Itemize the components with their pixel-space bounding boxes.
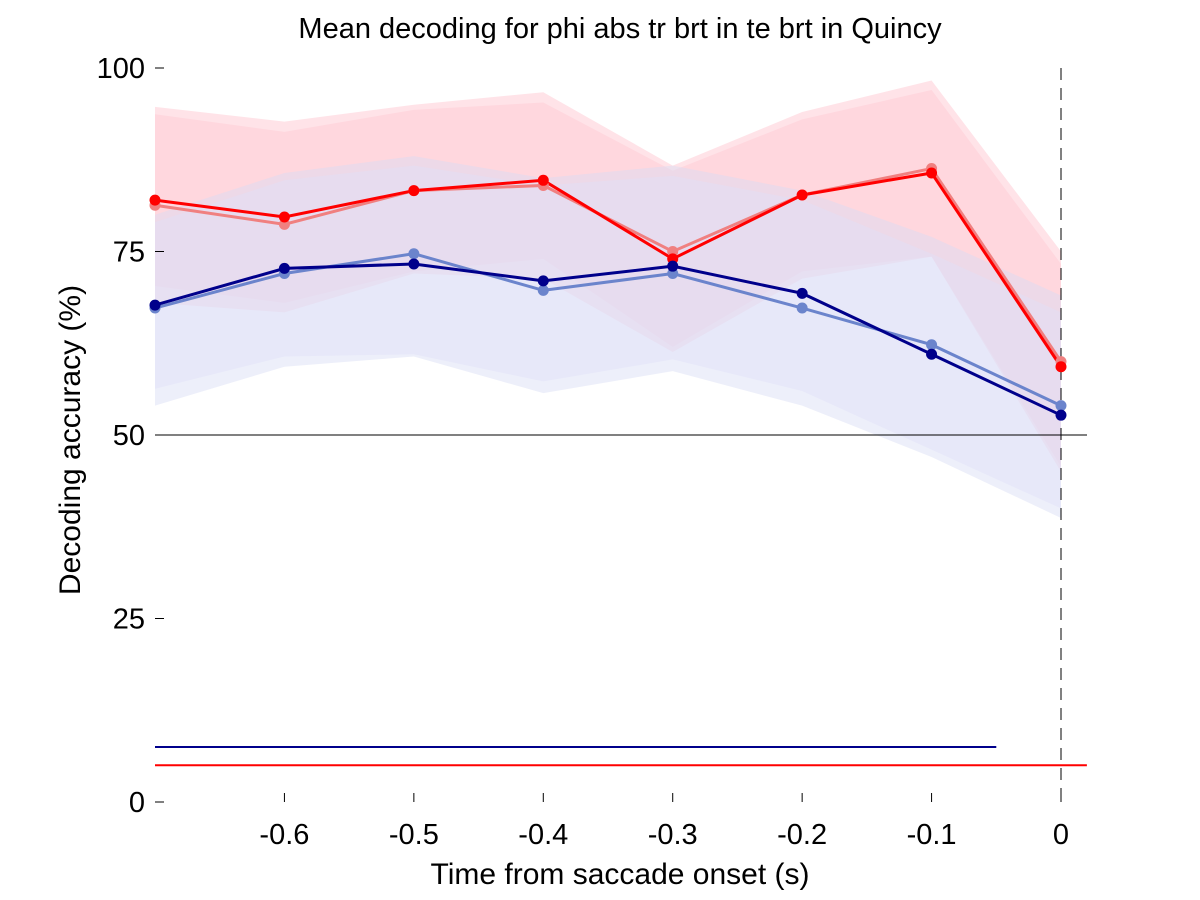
series-line-1: [154, 171, 1063, 368]
x-tick-label-4: -0.2: [777, 819, 827, 851]
data-point-3-7: [1055, 409, 1067, 421]
confidence-bands: [155, 80, 1061, 518]
y-tick-label-3: 75: [113, 237, 145, 269]
data-point-1-1: [278, 211, 290, 223]
data-point-3-6: [926, 348, 938, 360]
data-point-2-3: [537, 284, 549, 296]
data-point-2-5: [796, 302, 808, 314]
data-point-1-2: [408, 185, 420, 197]
confidence-band-2: [155, 156, 1061, 518]
data-point-1-6: [926, 167, 938, 179]
chart-title: Mean decoding for phi abs tr brt in te b…: [298, 13, 942, 45]
data-point-3-0: [149, 299, 161, 311]
y-tick-label-0: 0: [129, 787, 145, 819]
confidence-band-0: [155, 80, 1061, 472]
data-point-1-3: [537, 174, 549, 186]
series-line-3: [154, 262, 1062, 417]
data-point-3-4: [667, 260, 679, 272]
y-tick-label-4: 100: [97, 53, 145, 85]
x-tick-label-1: -0.5: [389, 819, 439, 851]
y-tick-label-1: 25: [113, 604, 145, 636]
x-tick-label-6: 0: [1053, 819, 1069, 851]
data-point-3-3: [537, 275, 549, 287]
data-point-1-0: [149, 194, 161, 206]
data-point-1-7: [1055, 361, 1067, 373]
data-point-2-6: [926, 339, 938, 351]
confidence-band-3: [155, 165, 1061, 509]
significance-bars: [155, 745, 1087, 767]
x-tick-label-5: -0.1: [907, 819, 957, 851]
x-axis-label: Time from saccade onset (s): [431, 858, 810, 891]
data-point-1-5: [796, 189, 808, 201]
x-tick-label-3: -0.3: [648, 819, 698, 851]
data-point-3-2: [408, 258, 420, 270]
confidence-band-1: [155, 90, 1061, 467]
x-axis: -0.6 -0.5 -0.4 -0.3 -0.2 -0.1 0: [259, 793, 1069, 851]
y-axis: 0 25 50 75 100: [97, 53, 164, 819]
series-points: [149, 163, 1067, 421]
y-tick-label-2: 50: [113, 420, 145, 452]
data-point-2-2: [408, 248, 420, 260]
x-tick-label-0: -0.6: [259, 819, 309, 851]
x-tick-label-2: -0.4: [518, 819, 568, 851]
data-point-3-1: [278, 262, 290, 274]
series-line-2: [154, 252, 1062, 407]
data-point-3-5: [796, 287, 808, 299]
data-point-2-7: [1055, 400, 1067, 412]
y-axis-label: Decoding accuracy (%): [54, 285, 87, 595]
series-lines: [154, 166, 1063, 417]
